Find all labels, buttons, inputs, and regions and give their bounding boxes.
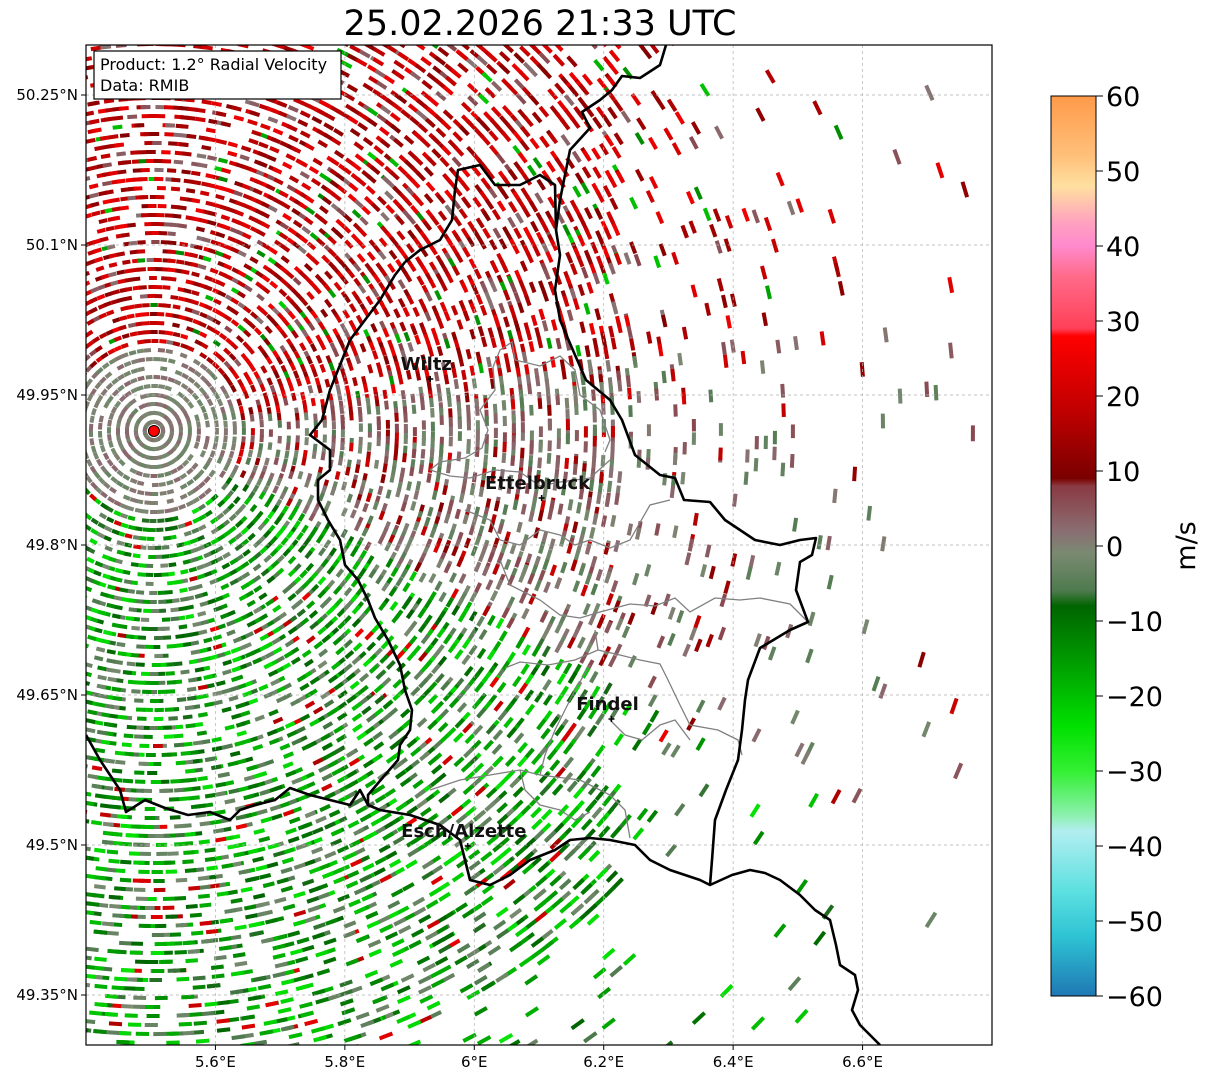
- colorbar-tick-label-7: −10: [1106, 607, 1163, 638]
- colorbar-tick-label-3: 30: [1106, 307, 1140, 338]
- colorbar-tick-label-10: −40: [1106, 832, 1163, 863]
- colorbar-tick-label-2: 40: [1106, 232, 1140, 263]
- info-data-source: Data: RMIB: [100, 76, 189, 95]
- radar-site-marker: [147, 425, 160, 437]
- gridlines: [86, 45, 992, 1045]
- city-labels: Wiltz Ettelbruck Findel Esch/Alzette: [401, 354, 639, 849]
- colorbar: 60 50 40 30 20 10 0 −10 −20 −30 −40 −50 −60 m/s: [1050, 82, 1202, 1013]
- lat-tick-label-6: 49.35°N: [16, 986, 78, 1004]
- colorbar-tick-label-12: −60: [1106, 982, 1163, 1013]
- city-label-1: Ettelbruck: [485, 473, 591, 494]
- lon-tick-label-0: 5.6°E: [195, 1053, 236, 1071]
- city-1: Ettelbruck: [485, 473, 591, 501]
- lon-tick-label-4: 6.4°E: [713, 1053, 754, 1071]
- lat-tick-label-5: 49.5°N: [26, 836, 78, 854]
- colorbar-tick-label-1: 50: [1106, 157, 1140, 188]
- colorbar-ticks: 60 50 40 30 20 10 0 −10 −20 −30 −40 −50 −60: [1096, 82, 1163, 1013]
- city-label-0: Wiltz: [401, 354, 452, 375]
- city-marker-2: [608, 716, 615, 722]
- lat-tick-label-0: 50.25°N: [16, 86, 78, 104]
- colorbar-tick-label-8: −20: [1106, 682, 1163, 713]
- lat-tick-label-1: 50.1°N: [26, 236, 78, 254]
- colorbar-tick-label-9: −30: [1106, 757, 1163, 788]
- canton-borders: [429, 340, 809, 839]
- colorbar-tick-label-5: 10: [1106, 457, 1140, 488]
- info-product: Product: 1.2° Radial Velocity: [100, 55, 327, 74]
- lat-tick-label-4: 49.65°N: [16, 686, 78, 704]
- city-marker-1: [538, 495, 545, 501]
- info-box: Product: 1.2° Radial Velocity Data: RMIB: [93, 50, 342, 100]
- colorbar-tick-label-0: 60: [1106, 82, 1140, 113]
- colorbar-tick-label-4: 20: [1106, 382, 1140, 413]
- colorbar-gradient: [1050, 95, 1097, 997]
- city-label-3: Esch/Alzette: [401, 821, 526, 842]
- lat-tick-label-3: 49.8°N: [26, 536, 78, 554]
- lat-tick-label-2: 49.95°N: [16, 386, 78, 404]
- city-marker-0: [427, 376, 434, 382]
- lon-tick-label-1: 5.8°E: [324, 1053, 365, 1071]
- lon-tick-label-3: 6.2°E: [583, 1053, 624, 1071]
- map-title: 25.02.2026 21:33 UTC: [343, 4, 737, 44]
- colorbar-unit-label: m/s: [1171, 521, 1202, 570]
- lon-tick-label-2: 6°E: [461, 1053, 488, 1071]
- city-3: Esch/Alzette: [401, 821, 526, 849]
- city-marker-3: [464, 843, 471, 849]
- colorbar-tick-label-6: 0: [1106, 532, 1123, 563]
- city-2: Findel: [576, 694, 639, 722]
- city-label-2: Findel: [576, 694, 639, 715]
- national-borders: [86, 45, 881, 1045]
- city-0: Wiltz: [401, 354, 452, 382]
- map-axes: 5.6°E 5.8°E 6°E 6.2°E 6.4°E 6.6°E 50.25°N 50.1°…: [16, 86, 883, 1071]
- colorbar-tick-label-11: −50: [1106, 907, 1163, 938]
- lon-tick-label-5: 6.6°E: [842, 1053, 883, 1071]
